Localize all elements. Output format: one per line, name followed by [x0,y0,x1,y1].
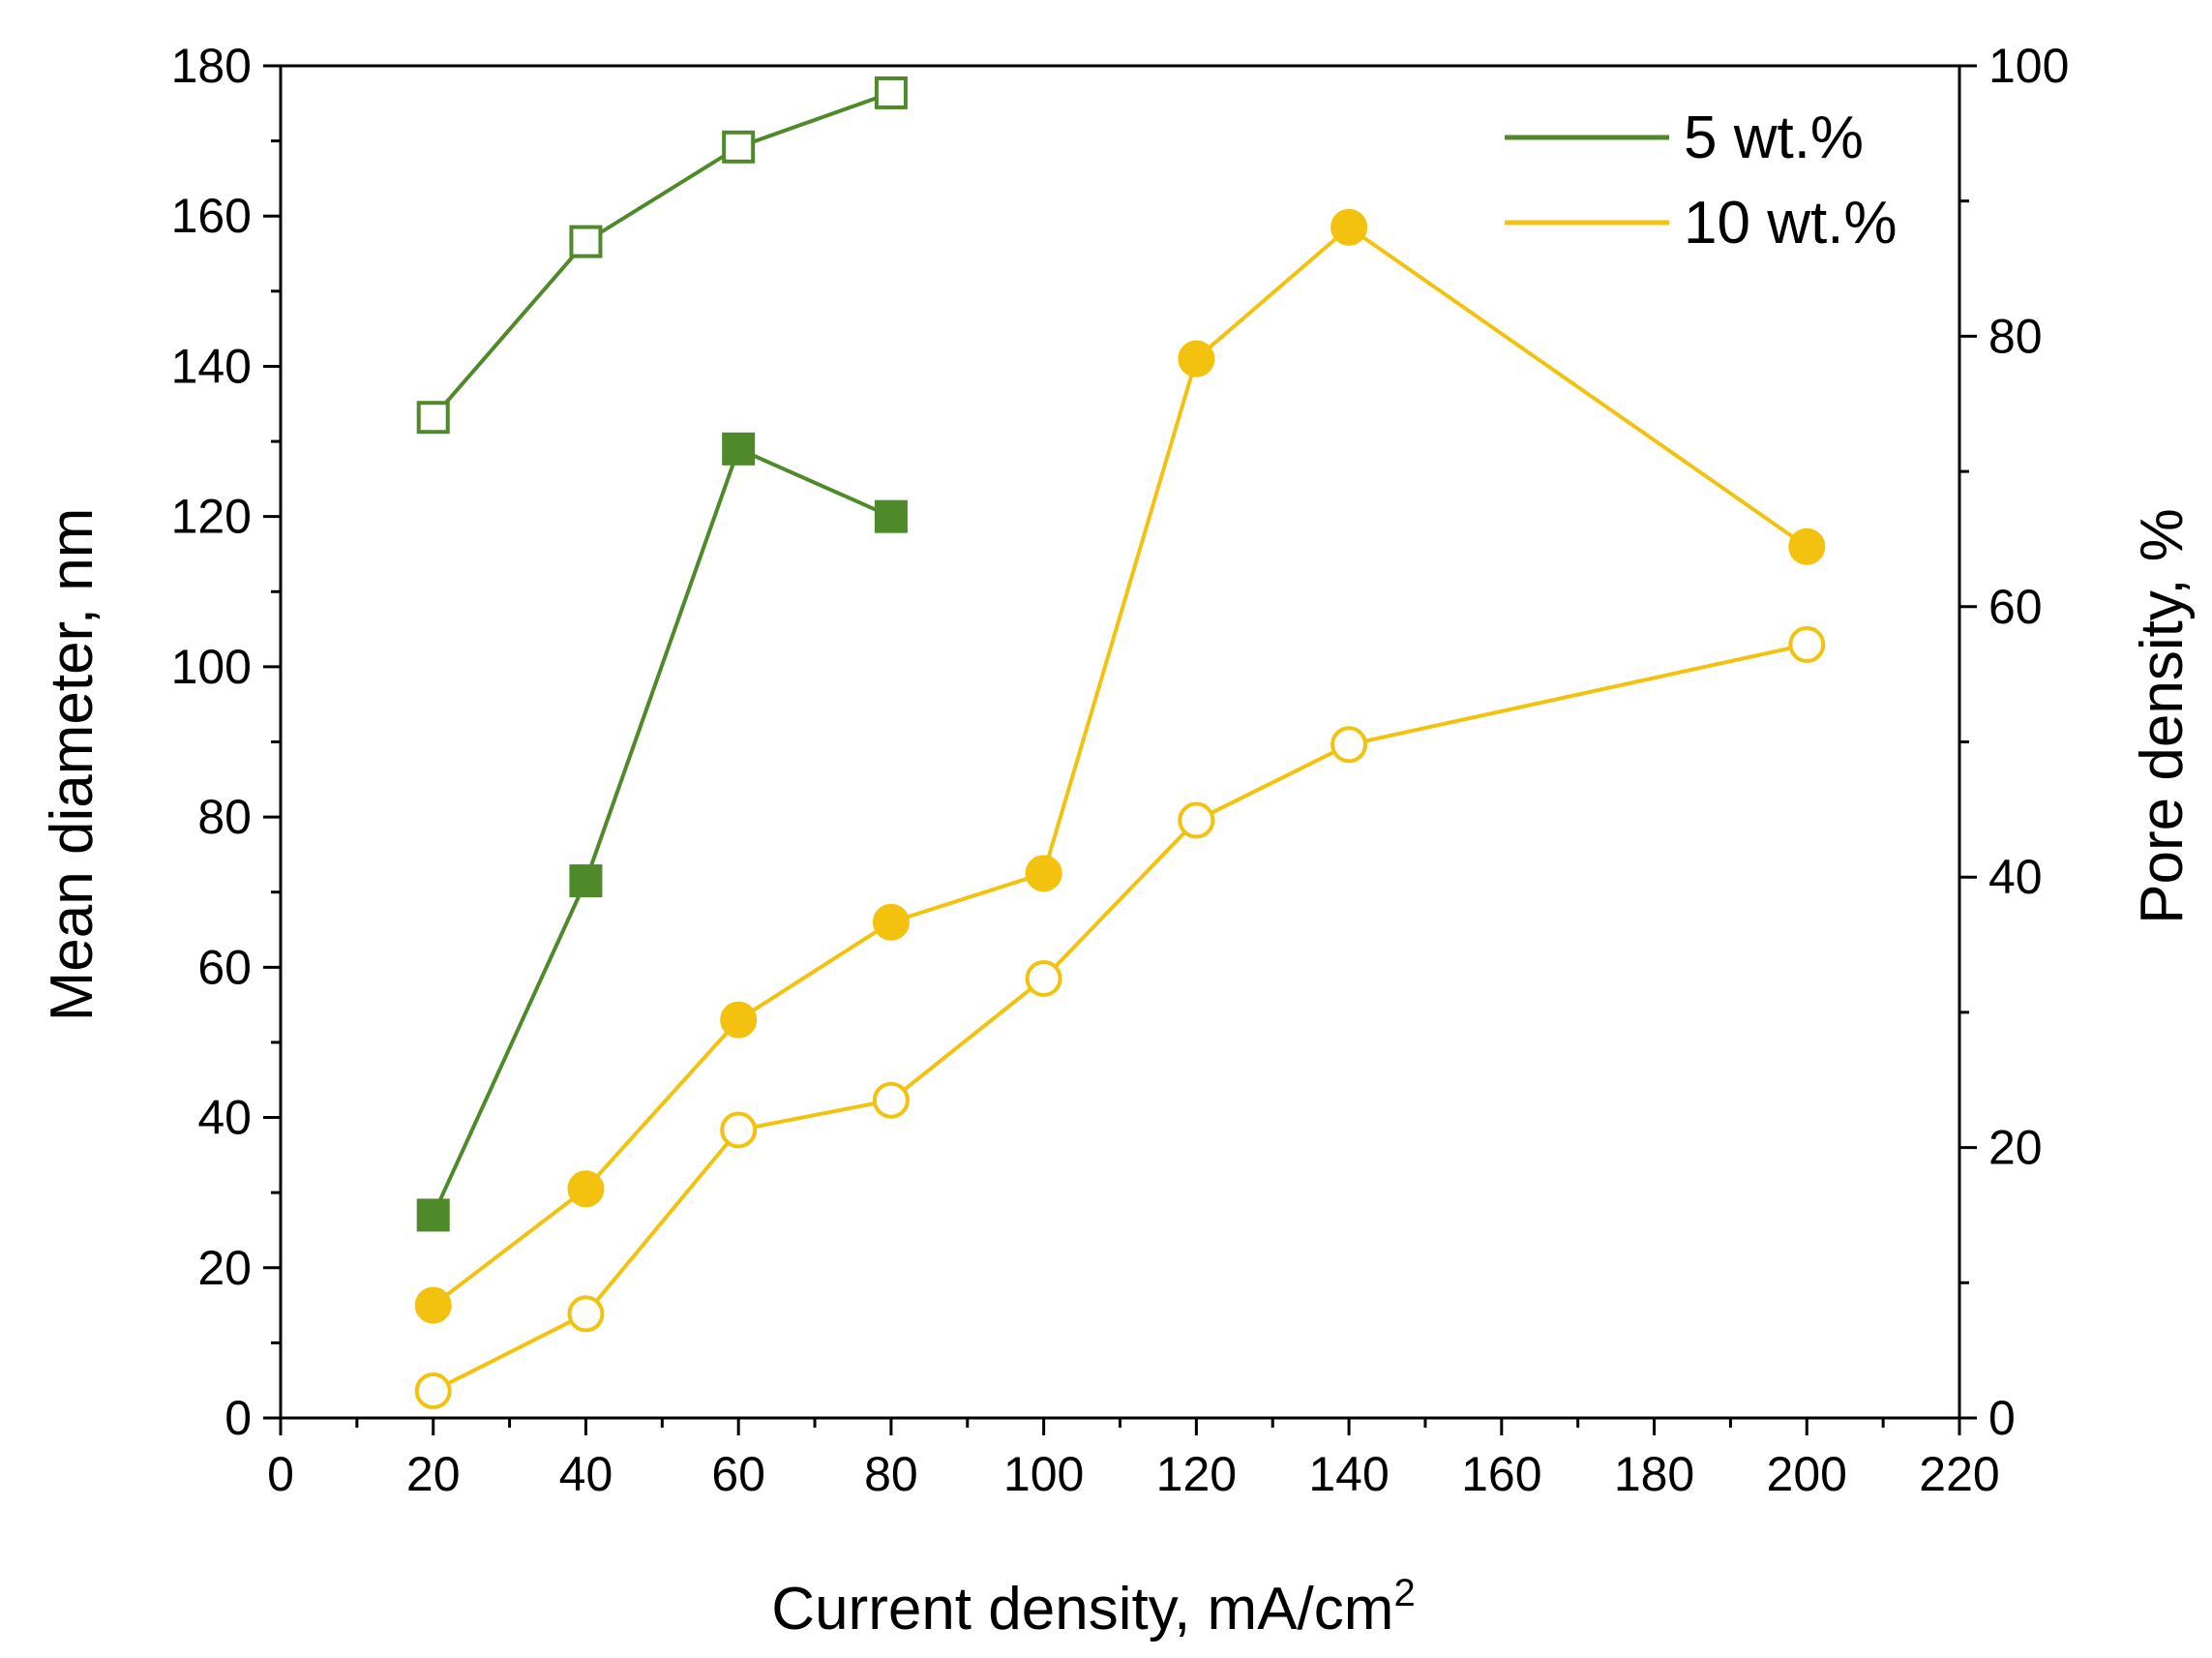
data-point [1025,959,1062,997]
data-point [1788,625,1826,663]
data-point [414,1372,452,1410]
data-point [1788,528,1826,565]
x-tick-label: 60 [711,1447,765,1501]
right-y-tick-label: 60 [1988,580,2043,634]
data-point [1178,801,1215,839]
x-axis-title-main: Current density, mA/cm [771,1576,1393,1643]
data-point [416,401,450,435]
legend-label-10wt: 10 wt.% [1684,190,1898,256]
right-y-tick-label: 40 [1988,850,2043,904]
x-tick-label: 160 [1461,1447,1541,1501]
x-tick-label: 40 [559,1447,613,1501]
plot-frame [279,64,1961,1420]
left-y-tick-label: 180 [171,39,252,93]
legend: 5 wt.% 10 wt.% [1505,105,1898,256]
x-tick-label: 180 [1614,1447,1694,1501]
right-y-tick-label: 0 [1988,1391,2016,1445]
left-y-tick-label: 80 [197,790,252,844]
x-tick-label: 140 [1308,1447,1389,1501]
data-point [567,1170,605,1208]
data-point [1330,726,1368,764]
data-point [569,864,603,898]
right-y-axis-ticks: 0 20 40 60 80 100 [1959,39,2069,1445]
data-point [872,903,910,941]
data-point [1178,340,1215,377]
x-axis-title: Current density, mA/cm2 [771,1572,1415,1643]
series-markers [414,75,1826,1410]
data-point [872,1081,910,1119]
x-tick-label: 120 [1156,1447,1237,1501]
x-tick-label: 80 [864,1447,918,1501]
right-y-tick-label: 80 [1988,309,2043,363]
left-y-tick-label: 60 [197,940,252,994]
left-y-tick-label: 160 [171,189,252,243]
data-point [569,225,603,258]
x-tick-label: 200 [1767,1447,1847,1501]
x-axis-title-superscript: 2 [1393,1572,1415,1614]
left-y-axis-ticks: 0 20 40 60 80 100 120 140 160 180 [171,39,281,1445]
right-y-axis-title: Pore density, % [2129,508,2196,924]
left-y-tick-label: 100 [171,640,252,694]
left-y-tick-label: 140 [171,339,252,393]
left-y-tick-label: 0 [224,1391,252,1445]
series-line-3 [432,642,1808,1393]
series-line-0 [431,446,892,1217]
legend-label-5wt: 5 wt.% [1684,105,1864,171]
data-point [1025,855,1062,892]
series-line-2 [432,225,1808,1308]
left-y-tick-label: 40 [197,1091,252,1145]
x-tick-label: 20 [406,1447,461,1501]
data-point [720,1111,758,1149]
left-y-tick-label: 20 [197,1241,252,1295]
left-y-axis-title: Mean diameter, nm [39,508,105,1022]
data-point [720,1001,758,1039]
data-point [416,1198,450,1232]
data-point [874,499,908,533]
series-lines [431,91,1808,1393]
data-point [1330,208,1368,246]
x-tick-label: 0 [267,1447,294,1501]
x-tick-label: 220 [1919,1447,1999,1501]
data-point [722,432,756,466]
x-tick-label: 100 [1003,1447,1084,1501]
right-y-tick-label: 20 [1988,1121,2043,1175]
series-line-1 [432,91,892,419]
data-point [874,75,908,109]
right-y-tick-label: 100 [1988,39,2069,93]
left-y-tick-label: 120 [171,490,252,544]
x-axis-ticks: 0 20 40 60 80 100 120 140 160 180 200 220 [267,1418,2000,1501]
data-point [722,130,756,164]
data-point [414,1286,452,1324]
data-point [567,1295,605,1333]
axes-frame [279,64,1961,1420]
